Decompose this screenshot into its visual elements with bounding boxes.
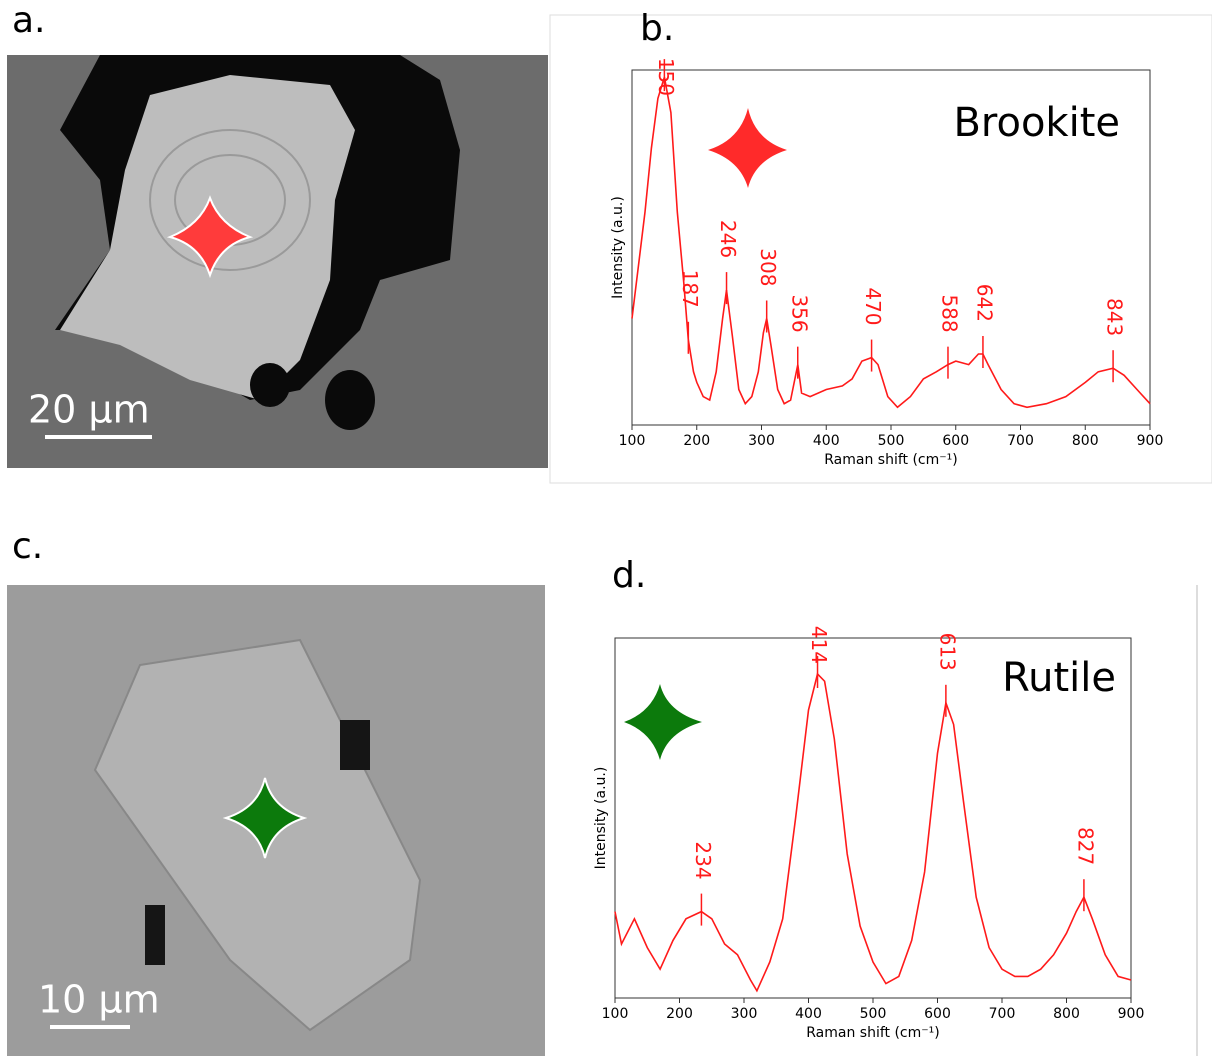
- peak-label: 150: [654, 58, 678, 96]
- x-tick-label: 800: [1072, 433, 1099, 449]
- peak-label: 843: [1103, 298, 1127, 336]
- annotation: Rutile: [1002, 655, 1116, 701]
- peak-label: 234: [691, 841, 715, 879]
- panel-label: d.: [612, 555, 646, 596]
- x-tick-label: 800: [1053, 1006, 1080, 1022]
- x-tick-label: 700: [1007, 433, 1034, 449]
- peak-label: 308: [756, 248, 780, 286]
- panel-frame: [549, 14, 1212, 484]
- x-tick-label: 400: [813, 433, 840, 449]
- scale-bar-label: 10 µm: [38, 978, 160, 1022]
- x-tick-label: 500: [878, 433, 905, 449]
- marker-star: [624, 684, 702, 760]
- x-tick-label: 300: [748, 433, 775, 449]
- panel-label: c.: [12, 526, 43, 567]
- x-tick-label: 200: [683, 433, 710, 449]
- x-tick-label: 100: [602, 1006, 629, 1022]
- peak-label: 470: [861, 287, 885, 325]
- marker-star: [708, 108, 787, 188]
- peak-label: 414: [807, 626, 831, 664]
- x-axis-label: Raman shift (cm⁻¹): [824, 452, 957, 468]
- peak-label: 588: [937, 294, 961, 332]
- spectrum-line: [631, 76, 1151, 409]
- scale-bar-label: 20 µm: [28, 388, 150, 432]
- x-tick-label: 100: [619, 433, 646, 449]
- y-axis-label: Intensity (a.u.): [593, 767, 609, 870]
- y-axis-label: Intensity (a.u.): [610, 196, 626, 299]
- peak-label: 613: [935, 633, 959, 671]
- peak-label: 356: [787, 294, 811, 332]
- x-tick-label: 400: [795, 1006, 822, 1022]
- peak-label: 187: [678, 270, 702, 308]
- sem-image-a: [7, 55, 548, 468]
- x-tick-label: 200: [666, 1006, 693, 1022]
- x-tick-label: 300: [731, 1006, 758, 1022]
- panel-label: a.: [12, 0, 46, 41]
- x-tick-label: 600: [942, 433, 969, 449]
- peak-label: 246: [716, 220, 740, 258]
- x-tick-label: 900: [1118, 1006, 1145, 1022]
- spectrum-line: [614, 672, 1132, 993]
- x-tick-label: 900: [1137, 433, 1164, 449]
- peak-label: 642: [972, 284, 996, 322]
- peak-label: 827: [1073, 827, 1097, 865]
- x-tick-label: 600: [924, 1006, 951, 1022]
- x-tick-label: 700: [989, 1006, 1016, 1022]
- x-tick-label: 500: [860, 1006, 887, 1022]
- x-axis-label: Raman shift (cm⁻¹): [806, 1025, 939, 1041]
- sem-image-c: [7, 585, 545, 1056]
- panel-label: b.: [640, 8, 674, 49]
- annotation: Brookite: [953, 100, 1120, 146]
